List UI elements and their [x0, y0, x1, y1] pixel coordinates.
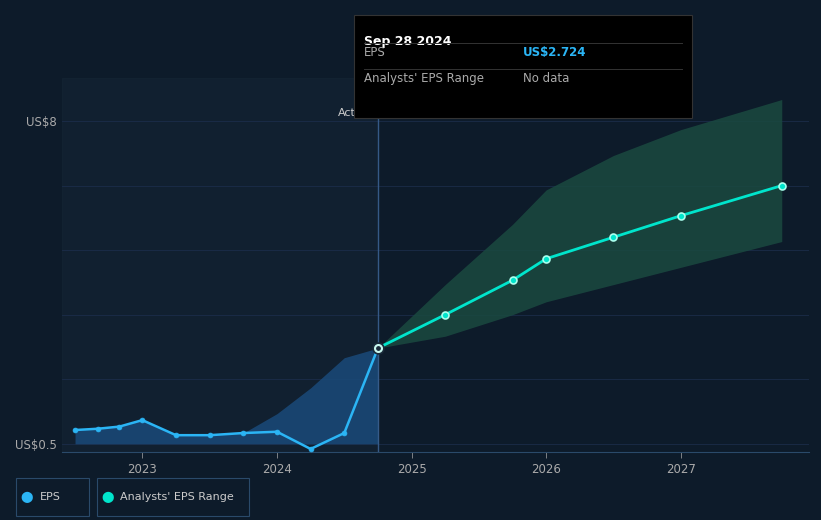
- Text: Analysts' EPS Range: Analysts' EPS Range: [120, 492, 234, 502]
- Text: Analysts Forecasts: Analysts Forecasts: [383, 108, 487, 118]
- Text: ⬤: ⬤: [101, 491, 114, 503]
- Text: Actual: Actual: [337, 108, 373, 118]
- Text: No data: No data: [523, 72, 570, 85]
- Text: EPS: EPS: [364, 46, 386, 59]
- Text: Sep 28 2024: Sep 28 2024: [364, 35, 452, 48]
- Text: US$2.724: US$2.724: [523, 46, 586, 59]
- Text: EPS: EPS: [39, 492, 60, 502]
- Bar: [62, 78, 378, 452]
- Text: ⬤: ⬤: [21, 491, 34, 503]
- Text: Analysts' EPS Range: Analysts' EPS Range: [364, 72, 484, 85]
